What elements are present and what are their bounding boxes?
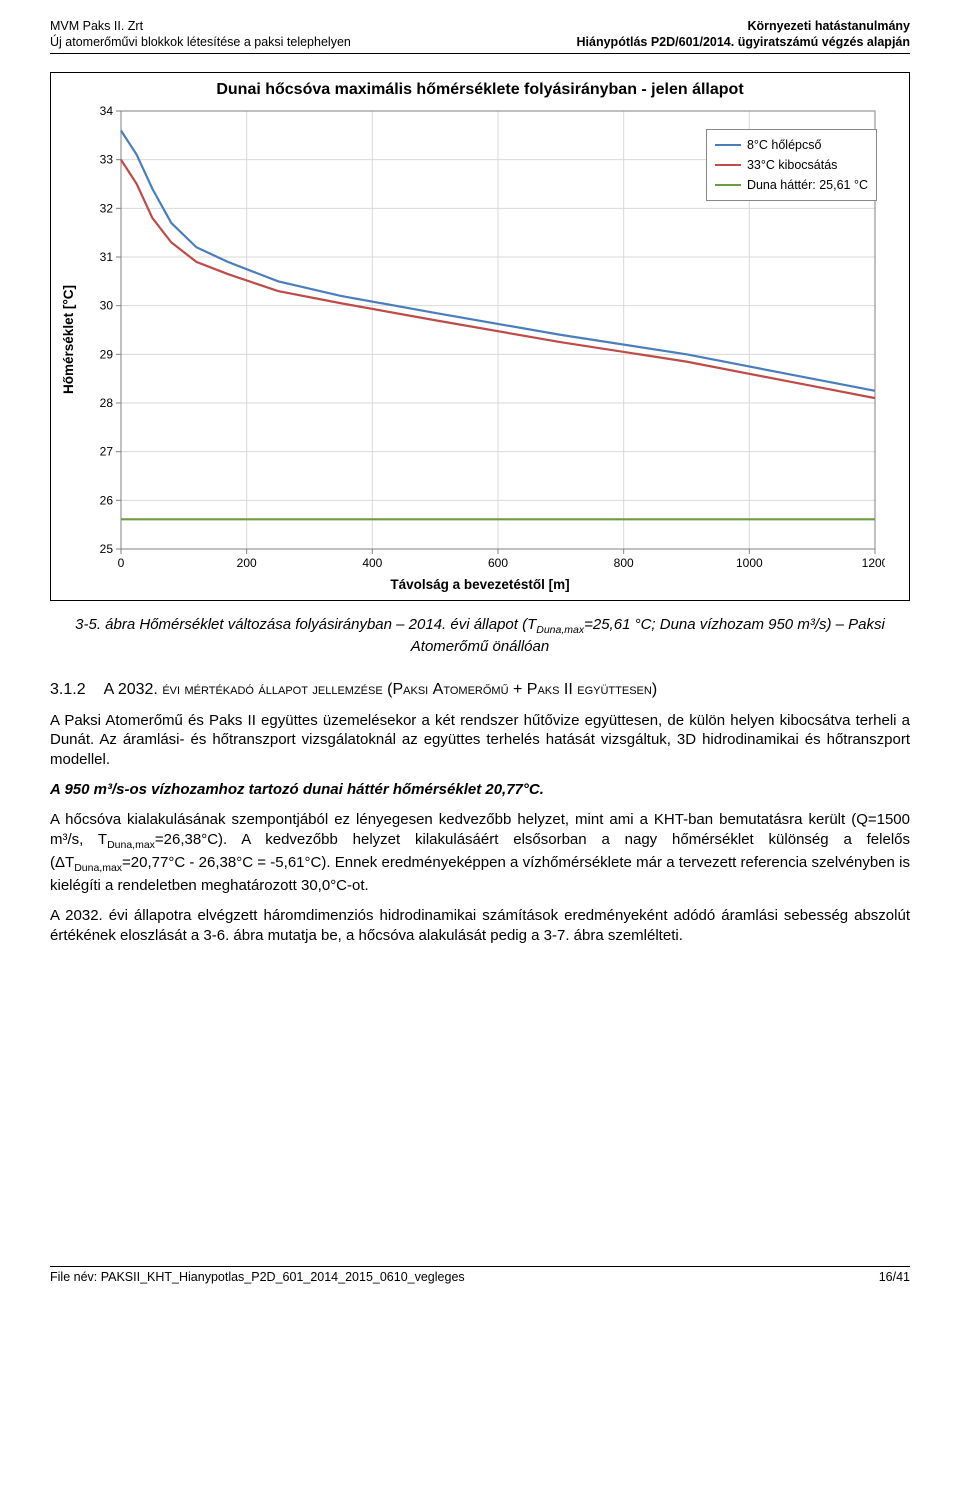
caption-line2: Atomerőmű önállóan [411, 638, 549, 655]
svg-text:30: 30 [100, 298, 114, 312]
svg-text:600: 600 [488, 556, 508, 570]
svg-text:400: 400 [362, 556, 382, 570]
svg-text:25: 25 [100, 542, 114, 556]
svg-text:26: 26 [100, 493, 114, 507]
legend-swatch [715, 144, 741, 146]
section-title-sc3: tomerőmű [443, 681, 513, 698]
header-rule [50, 53, 910, 54]
svg-text:32: 32 [100, 201, 114, 215]
svg-text:1200: 1200 [862, 556, 885, 570]
footer-page: 16/41 [879, 1270, 910, 1284]
figure-caption: 3-5. ábra Hőmérséklet változása folyásir… [50, 615, 910, 657]
chart-xlabel: Távolság a bevezetéstől [m] [55, 577, 905, 592]
chart-ylabel: Hőmérséklet [°C] [61, 285, 76, 394]
section-title-sc1: évi mértékadó állapot jellemzése [162, 681, 382, 698]
page-header: MVM Paks II. Zrt Környezeti hatástanulmá… [50, 18, 910, 54]
legend-swatch [715, 164, 741, 166]
caption-line1-b: =25,61 °C; Duna vízhozam 950 m³/s) – Pak… [584, 616, 885, 633]
section-title-pc: ) [652, 681, 657, 698]
p3-sub2: Duna,max [74, 862, 122, 874]
paragraph-2: A 950 m³/s-os vízhozamhoz tartozó dunai … [50, 780, 910, 800]
header-right-2: Hiánypótlás P2D/601/2014. ügyiratszámú v… [577, 34, 910, 50]
svg-text:200: 200 [237, 556, 257, 570]
legend-label: 8°C hőlépcső [747, 135, 822, 155]
chart-container: Dunai hőcsóva maximális hőmérséklete fol… [50, 72, 910, 601]
legend-item: 8°C hőlépcső [715, 135, 868, 155]
svg-text:33: 33 [100, 152, 114, 166]
section-title-po: (P [383, 681, 403, 698]
section-title-c1: A [433, 681, 444, 698]
legend-label: Duna háttér: 25,61 °C [747, 175, 868, 195]
svg-text:34: 34 [100, 105, 114, 118]
legend-item: 33°C kibocsátás [715, 155, 868, 175]
paragraph-3: A hőcsóva kialakulásának szempontjából e… [50, 810, 910, 896]
section-title-a: A 2032. [104, 681, 163, 698]
legend-swatch [715, 184, 741, 186]
section-title-sc5: együttesen [577, 681, 652, 698]
svg-text:800: 800 [614, 556, 634, 570]
svg-text:0: 0 [118, 556, 125, 570]
svg-text:1000: 1000 [736, 556, 763, 570]
paragraph-4: A 2032. évi állapotra elvégzett háromdim… [50, 906, 910, 946]
svg-text:28: 28 [100, 396, 114, 410]
caption-sub: Duna,max [536, 624, 584, 636]
svg-text:27: 27 [100, 444, 114, 458]
section-title-c2: II [564, 681, 577, 698]
header-right-1: Környezeti hatástanulmány [747, 18, 910, 34]
header-left-2: Új atomerőművi blokkok létesítése a paks… [50, 34, 351, 50]
footer-file: File név: PAKSII_KHT_Hianypotlas_P2D_601… [50, 1270, 465, 1284]
chart-title: Dunai hőcsóva maximális hőmérséklete fol… [55, 81, 905, 99]
p3-c: =20,77°C - 26,38°C = -5,61°C). Ennek ere… [50, 854, 910, 894]
page-footer: File név: PAKSII_KHT_Hianypotlas_P2D_601… [50, 1266, 910, 1284]
section-title-sc4: aks [537, 681, 563, 698]
svg-text:29: 29 [100, 347, 114, 361]
chart-legend: 8°C hőlépcső33°C kibocsátásDuna háttér: … [706, 129, 877, 201]
section-title-plus: + P [513, 681, 537, 698]
section-title-sc2: aksi [403, 681, 433, 698]
p3-sub1: Duna,max [107, 839, 155, 851]
section-number: 3.1.2 [50, 679, 86, 701]
legend-label: 33°C kibocsátás [747, 155, 837, 175]
section-heading: 3.1.2 A 2032. évi mértékadó állapot jelle… [50, 679, 910, 701]
paragraph-1: A Paksi Atomerőmű és Paks II együttes üz… [50, 711, 910, 771]
legend-item: Duna háttér: 25,61 °C [715, 175, 868, 195]
header-left-1: MVM Paks II. Zrt [50, 18, 143, 34]
svg-text:31: 31 [100, 250, 114, 264]
caption-line1-a: 3-5. ábra Hőmérséklet változása folyásir… [75, 616, 536, 633]
